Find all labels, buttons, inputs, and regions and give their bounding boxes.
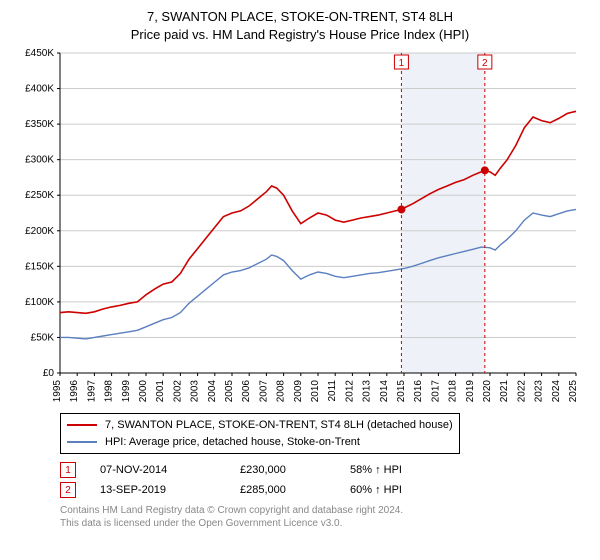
sales-row: 1 07-NOV-2014 £230,000 58% ↑ HPI (60, 462, 588, 478)
svg-text:2015: 2015 (396, 380, 407, 403)
svg-text:2025: 2025 (568, 380, 579, 403)
svg-text:2024: 2024 (551, 380, 562, 403)
svg-text:£50K: £50K (31, 333, 55, 344)
legend-label: HPI: Average price, detached house, Stok… (105, 434, 360, 451)
svg-text:2013: 2013 (362, 380, 373, 403)
svg-text:£400K: £400K (25, 84, 54, 95)
svg-text:2010: 2010 (310, 380, 321, 403)
svg-text:1: 1 (399, 58, 405, 69)
svg-text:2012: 2012 (344, 380, 355, 403)
svg-text:2011: 2011 (327, 380, 338, 402)
svg-text:1998: 1998 (104, 380, 115, 403)
svg-text:2006: 2006 (241, 380, 252, 403)
svg-text:2020: 2020 (482, 380, 493, 403)
title-line-2: Price paid vs. HM Land Registry's House … (12, 26, 588, 44)
chart-container: 7, SWANTON PLACE, STOKE-ON-TRENT, ST4 8L… (0, 0, 600, 536)
sales-table: 1 07-NOV-2014 £230,000 58% ↑ HPI 2 13-SE… (60, 462, 588, 498)
svg-text:2023: 2023 (534, 380, 545, 403)
sale-date: 13-SEP-2019 (100, 484, 240, 496)
svg-text:2004: 2004 (207, 380, 218, 403)
svg-text:1996: 1996 (69, 380, 80, 403)
legend-label: 7, SWANTON PLACE, STOKE-ON-TRENT, ST4 8L… (105, 417, 453, 434)
svg-text:£300K: £300K (25, 155, 54, 166)
svg-text:2021: 2021 (499, 380, 510, 403)
svg-text:£350K: £350K (25, 119, 54, 130)
footer-line-1: Contains HM Land Registry data © Crown c… (60, 504, 588, 517)
svg-text:2003: 2003 (190, 380, 201, 403)
svg-text:£450K: £450K (25, 48, 54, 59)
sale-marker-box: 1 (60, 462, 76, 478)
svg-text:£200K: £200K (25, 226, 54, 237)
chart-title: 7, SWANTON PLACE, STOKE-ON-TRENT, ST4 8L… (12, 8, 588, 43)
legend-swatch (67, 441, 97, 443)
svg-text:2005: 2005 (224, 380, 235, 403)
svg-text:£100K: £100K (25, 297, 54, 308)
svg-text:2: 2 (482, 58, 488, 69)
svg-text:2009: 2009 (293, 380, 304, 403)
legend-item: 7, SWANTON PLACE, STOKE-ON-TRENT, ST4 8L… (67, 417, 453, 434)
legend-swatch (67, 424, 97, 426)
svg-text:2014: 2014 (379, 380, 390, 403)
line-chart: £0 £50K £100K £150K £200K £250K £300K £350K £400… (12, 47, 588, 407)
svg-text:2019: 2019 (465, 380, 476, 403)
sale-price: £285,000 (240, 484, 350, 496)
sale-delta: 60% ↑ HPI (350, 484, 460, 496)
svg-text:£150K: £150K (25, 261, 54, 272)
legend-item: HPI: Average price, detached house, Stok… (67, 434, 453, 451)
svg-text:£0: £0 (43, 368, 55, 379)
sale-price: £230,000 (240, 464, 350, 476)
sale-delta: 58% ↑ HPI (350, 464, 460, 476)
svg-text:2007: 2007 (258, 380, 269, 403)
svg-text:2008: 2008 (276, 380, 287, 403)
svg-text:2000: 2000 (138, 380, 149, 403)
svg-text:2022: 2022 (516, 380, 527, 403)
chart-svg: £0 £50K £100K £150K £200K £250K £300K £350K £400… (12, 47, 588, 407)
title-line-1: 7, SWANTON PLACE, STOKE-ON-TRENT, ST4 8L… (12, 8, 588, 26)
svg-text:£250K: £250K (25, 190, 54, 201)
sale-date: 07-NOV-2014 (100, 464, 240, 476)
svg-text:2018: 2018 (448, 380, 459, 403)
svg-text:2001: 2001 (155, 380, 166, 403)
svg-text:1995: 1995 (52, 380, 63, 403)
svg-text:2017: 2017 (430, 380, 441, 403)
sales-row: 2 13-SEP-2019 £285,000 60% ↑ HPI (60, 482, 588, 498)
svg-text:1999: 1999 (121, 380, 132, 403)
svg-text:2016: 2016 (413, 380, 424, 403)
footer: Contains HM Land Registry data © Crown c… (60, 504, 588, 530)
svg-text:2002: 2002 (172, 380, 183, 403)
sale-marker-box: 2 (60, 482, 76, 498)
svg-text:1997: 1997 (86, 380, 97, 403)
legend: 7, SWANTON PLACE, STOKE-ON-TRENT, ST4 8L… (60, 413, 460, 454)
footer-line-2: This data is licensed under the Open Gov… (60, 517, 588, 530)
